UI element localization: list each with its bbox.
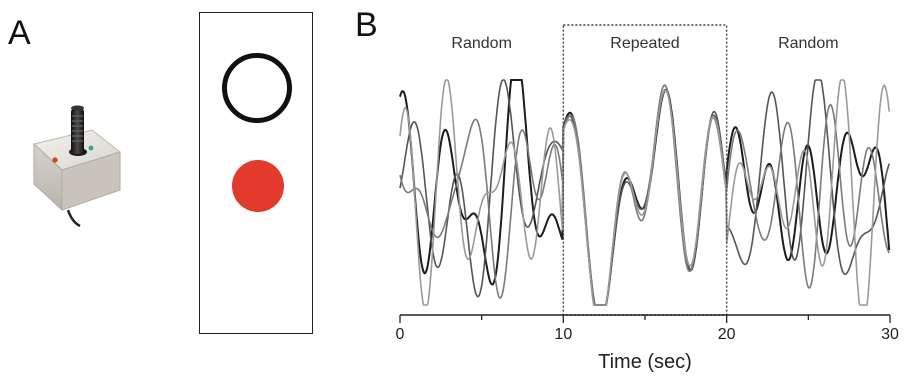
x-axis-ticks: 0 10 20 30	[396, 315, 899, 343]
x-tick-label: 0	[396, 326, 405, 343]
trajectory-trace-3	[399, 84, 890, 306]
segment-label-random-2: Random	[778, 35, 838, 52]
tracking-trajectory-chart: Random Repeated Random 0 10 20 30 Time (sec…	[396, 24, 899, 373]
target-circle	[222, 53, 292, 123]
cursor-dot	[232, 160, 284, 212]
x-tick-label: 30	[881, 326, 899, 343]
trajectory-trace-4	[399, 79, 890, 306]
joystick-icon	[32, 105, 122, 228]
trajectory-trace-1	[399, 79, 891, 306]
display-screen-frame	[199, 12, 313, 334]
trajectory-traces	[399, 79, 891, 306]
x-axis-label: Time (sec)	[598, 351, 692, 373]
panel-b-label: B	[355, 6, 378, 44]
trajectory-trace-2	[399, 79, 890, 306]
x-tick-label: 20	[718, 326, 736, 343]
repeated-segment-box	[562, 24, 728, 316]
x-tick-label: 10	[554, 326, 572, 343]
segment-label-repeated: Repeated	[610, 35, 679, 52]
segment-label-random-1: Random	[451, 35, 511, 52]
panel-a-label: A	[8, 14, 31, 52]
